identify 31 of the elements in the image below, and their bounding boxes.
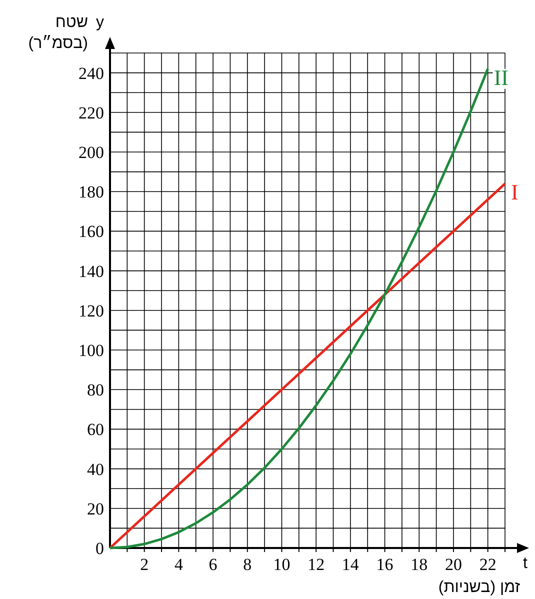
x-tick-label: 4	[174, 555, 184, 574]
x-tick-label: 10	[273, 555, 290, 574]
x-tick-label: 20	[444, 555, 462, 574]
y-tick-label: 140	[78, 262, 104, 281]
y-tick-label: 60	[87, 420, 104, 440]
series-label: II	[494, 64, 508, 90]
y-tick-label: 40	[87, 460, 104, 479]
y-axis-title: y	[96, 14, 104, 31]
x-tick-label: 16	[376, 555, 394, 574]
y-tick-label: 200	[78, 143, 104, 162]
y-tick-label: 80	[87, 380, 104, 400]
line-series	[108, 68, 490, 550]
x-axis-title: t	[523, 555, 528, 572]
y-tick-label: 180	[78, 182, 104, 202]
x-tick-label: 2	[140, 555, 149, 574]
text: שטח (בסמ״ר)	[28, 14, 88, 52]
text: זמן (בשניות)	[438, 579, 520, 596]
x-tick-label: 8	[243, 555, 252, 574]
x-tick-label: 12	[308, 555, 325, 574]
x-tick-label: 6	[208, 555, 218, 574]
x-tick-label: 14	[342, 555, 360, 574]
x-tick-label: 22	[479, 555, 496, 574]
y-tick-label: 240	[78, 64, 104, 83]
y-tick-label: 100	[78, 341, 104, 360]
y-tick-label: 20	[87, 499, 104, 518]
y-tick-label: 160	[78, 222, 104, 242]
series-label: I	[511, 180, 518, 205]
y-tick-label: 0	[96, 539, 104, 558]
y-tick-label: 220	[78, 103, 104, 122]
y-tick-label: 120	[78, 301, 104, 320]
x-tick-label: 18	[410, 555, 428, 574]
